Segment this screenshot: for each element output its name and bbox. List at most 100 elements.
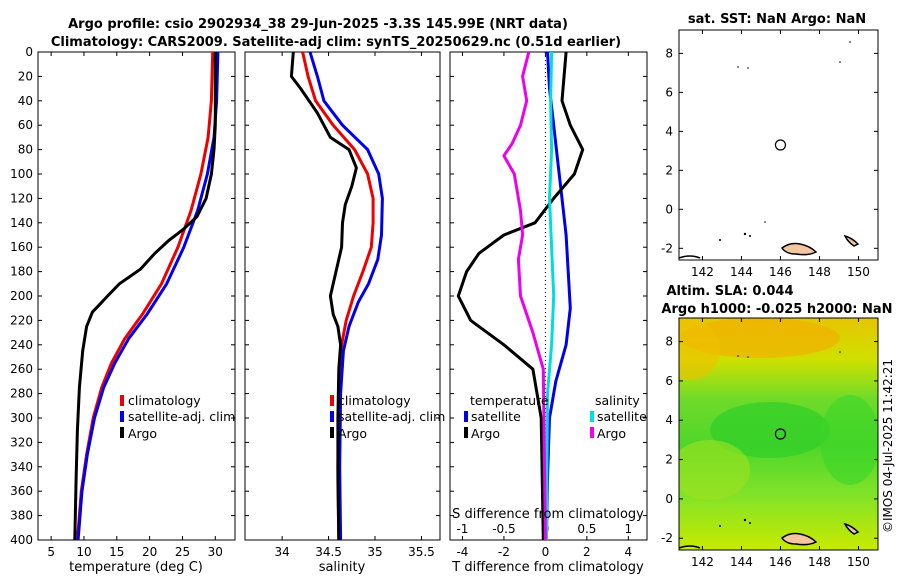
series-line-argo bbox=[289, 52, 358, 540]
argo-position-marker bbox=[774, 428, 787, 440]
difference-series bbox=[456, 52, 585, 540]
island-dot bbox=[747, 356, 749, 358]
legend-swatch-temperature-argo bbox=[464, 427, 468, 438]
x-tick-label: 2 bbox=[583, 545, 591, 559]
figure-title-line2: Climatology: CARS2009. Satellite-adj cli… bbox=[51, 35, 621, 50]
legend-swatch-temperature-satellite bbox=[464, 411, 468, 422]
depth-axis: 0 20 40 60 80 100 120 140 160 180 200 220 240 260 280 3… bbox=[10, 45, 235, 547]
y-tick-label: 0 bbox=[25, 45, 33, 59]
sla-map-title-line1: Altim. SLA: 0.044 bbox=[667, 284, 794, 299]
lon-tick-label: 146 bbox=[769, 555, 792, 569]
legend-label-climatology: climatology bbox=[128, 393, 201, 408]
island-coast bbox=[678, 255, 701, 259]
series-line-salinity-argo bbox=[502, 52, 547, 540]
sla-coastline bbox=[678, 351, 860, 549]
salinity-axes-box bbox=[244, 51, 441, 541]
top-x-tick-label: 1 bbox=[625, 522, 633, 536]
argo-position-marker bbox=[774, 139, 787, 151]
x-tick-label: 10 bbox=[76, 545, 91, 559]
x-tick-label: 30 bbox=[208, 545, 223, 559]
island-dot bbox=[764, 221, 766, 223]
lat-tick-label: 8 bbox=[665, 335, 673, 349]
x-tick-label: 4 bbox=[625, 545, 633, 559]
x-tick-label: 34.5 bbox=[315, 545, 342, 559]
legend-label-climatology: climatology bbox=[338, 393, 411, 408]
y-tick-label: 60 bbox=[18, 118, 33, 132]
difference-top-xlabel: S difference from climatology bbox=[452, 507, 644, 522]
legend-swatch-climatology bbox=[120, 395, 124, 406]
sla-map-axes-box bbox=[678, 317, 879, 551]
island-coast bbox=[843, 522, 860, 535]
island-dot bbox=[737, 355, 739, 357]
lat-tick-label: 4 bbox=[665, 124, 673, 138]
legend-title-salinity: salinity bbox=[595, 393, 640, 408]
lat-tick-label: 2 bbox=[665, 163, 673, 177]
legend-label-argo: Argo bbox=[128, 426, 157, 441]
island-dot bbox=[749, 235, 751, 237]
sla-low-region bbox=[710, 402, 830, 458]
series-line-satellite-adj-clim bbox=[76, 52, 220, 540]
difference-xlabel: T difference from climatology bbox=[451, 560, 644, 575]
lon-tick-label: 150 bbox=[847, 265, 870, 279]
lat-tick-label: 6 bbox=[665, 374, 673, 388]
temperature-panel: 0 20 40 60 80 100 120 140 160 180 200 220 240 260 280 3… bbox=[10, 45, 236, 575]
sla-map-title-line2: Argo h1000: -0.025 h2000: NaN bbox=[661, 302, 892, 317]
x-tick-label: 5 bbox=[47, 545, 55, 559]
lat-tick-label: 8 bbox=[665, 46, 673, 60]
legend-swatch-salinity-argo bbox=[590, 427, 594, 438]
lon-tick-label: 144 bbox=[730, 265, 753, 279]
sla-high-region bbox=[679, 320, 720, 380]
imos-watermark: ©IMOS 04-Jul-2025 11:42:21 bbox=[881, 359, 895, 533]
temperature-series bbox=[73, 52, 220, 540]
salinity-legend: climatology satellite-adj. clim Argo bbox=[330, 393, 445, 441]
y-tick-label: 100 bbox=[10, 167, 33, 181]
island-coast bbox=[780, 242, 818, 256]
lon-tick-label: 142 bbox=[691, 555, 714, 569]
series-line-satellite-adj-clim bbox=[308, 52, 384, 540]
difference-legend: temperature satellite Argo salinity sate… bbox=[464, 393, 647, 441]
lon-tick-label: 146 bbox=[769, 265, 792, 279]
x-tick-label: -2 bbox=[498, 545, 510, 559]
legend-label-salinity-argo: Argo bbox=[597, 426, 626, 441]
legend-swatch-satellite bbox=[120, 411, 124, 422]
legend-swatch-argo bbox=[330, 427, 334, 438]
island-dot bbox=[749, 522, 751, 524]
lon-tick-label: 142 bbox=[691, 265, 714, 279]
lat-tick-label: 0 bbox=[665, 202, 673, 216]
lat-tick-label: 2 bbox=[665, 453, 673, 467]
legend-label-satellite: satellite-adj. clim bbox=[338, 409, 445, 424]
salinity-xlabel: salinity bbox=[319, 560, 366, 575]
lat-tick-label: 0 bbox=[665, 492, 673, 506]
salinity-panel: 34 34.5 35 35.5 salinity climatology satell… bbox=[244, 51, 445, 575]
legend-title-temperature: temperature bbox=[470, 393, 549, 408]
difference-depth-ticks bbox=[450, 51, 647, 541]
salinity-series bbox=[289, 52, 384, 540]
legend-label-salinity-satellite: satellite bbox=[597, 409, 647, 424]
island-dot bbox=[839, 61, 841, 63]
island-coast bbox=[780, 532, 818, 546]
sst-latitude-axis: -2 0 2 4 6 8 bbox=[661, 46, 878, 255]
y-tick-label: 280 bbox=[10, 387, 33, 401]
sst-coastline bbox=[678, 41, 860, 259]
top-x-tick-label: 0.5 bbox=[577, 522, 596, 536]
top-x-tick-label: -0.5 bbox=[492, 522, 515, 536]
temperature-xlabel: temperature (deg C) bbox=[69, 560, 203, 575]
y-tick-label: 380 bbox=[10, 509, 33, 523]
x-tick-label: 34 bbox=[275, 545, 290, 559]
island-dot bbox=[719, 525, 721, 527]
island-dot bbox=[839, 351, 841, 353]
legend-label-satellite: satellite-adj. clim bbox=[128, 409, 235, 424]
y-tick-label: 340 bbox=[10, 460, 33, 474]
sst-map-title: sat. SST: NaN Argo: NaN bbox=[688, 12, 866, 27]
series-line-temperature-argo bbox=[456, 52, 585, 540]
y-tick-label: 140 bbox=[10, 216, 33, 230]
legend-swatch-satellite bbox=[330, 411, 334, 422]
lon-tick-label: 148 bbox=[808, 555, 831, 569]
island-dot bbox=[743, 232, 747, 236]
y-tick-label: 400 bbox=[10, 533, 33, 547]
y-tick-label: 360 bbox=[10, 484, 33, 498]
y-tick-label: 180 bbox=[10, 265, 33, 279]
y-tick-label: 260 bbox=[10, 362, 33, 376]
sla-mid-region bbox=[679, 440, 750, 500]
y-tick-label: 220 bbox=[10, 313, 33, 327]
